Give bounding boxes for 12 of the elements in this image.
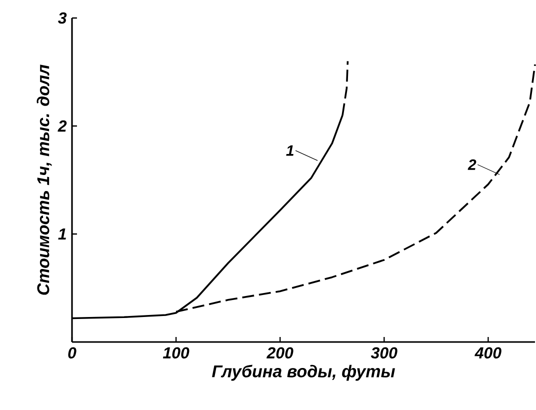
x-tick-label: 300 [370,347,398,359]
x-tick-label: 200 [266,347,294,359]
annotation: 1 [286,145,294,156]
annotation: 2 [468,159,476,170]
y-tick-label: 2 [58,120,67,132]
x-tick-label: 100 [162,347,190,359]
x-tick-label: 0 [68,347,76,359]
x-axis-title: Глубина воды, футы [212,364,395,381]
x-tick-label: 400 [474,347,502,359]
y-axis-title: Стоимость 1ч, тыс. долл [36,64,52,295]
y-tick-label: 3 [58,12,67,24]
y-tick-label: 1 [58,228,66,240]
